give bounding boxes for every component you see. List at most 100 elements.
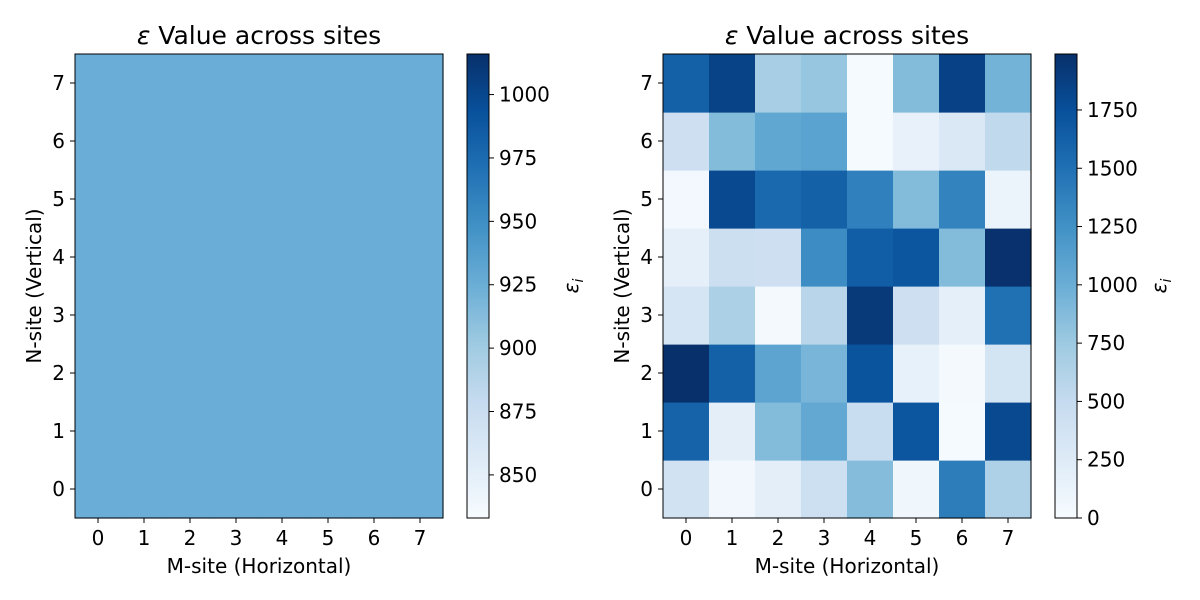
heatmap-cell: [305, 402, 352, 461]
heatmap-cell: [893, 402, 940, 461]
heatmap-cell: [847, 170, 894, 229]
x-tick-label: 6: [368, 526, 381, 550]
heatmap-cell: [939, 460, 986, 519]
heatmap-cell: [709, 170, 756, 229]
heatmap-cell: [663, 54, 710, 113]
heatmap-cell: [351, 54, 398, 113]
heatmap-cell: [259, 228, 306, 287]
heatmap-cell: [167, 460, 214, 519]
right-y-axis-label: N-site (Vertical): [610, 208, 634, 363]
heatmap-cell: [985, 170, 1032, 229]
heatmap-cell: [801, 228, 848, 287]
heatmap-cell: [847, 460, 894, 519]
heatmap-cell: [259, 170, 306, 229]
heatmap-cell: [755, 112, 802, 171]
heatmap-cell: [121, 228, 168, 287]
right-colorbar-ticks: 0 250 500 750 1000 1250 1500 1750: [1077, 98, 1138, 530]
x-tick-label: 7: [414, 526, 427, 550]
heatmap-cell: [985, 402, 1032, 461]
colorbar-tick-label: 0: [1087, 506, 1100, 530]
left-colorbar: 850 875 900 925 950 975 1000 εi: [466, 53, 587, 519]
heatmap-cell: [709, 228, 756, 287]
left-plot-frame: [74, 53, 444, 519]
heatmap-cell: [939, 286, 986, 345]
heatmap-cell: [397, 54, 444, 113]
heatmap-cell: [305, 460, 352, 519]
heatmap-cell: [305, 170, 352, 229]
heatmap-cell: [847, 402, 894, 461]
x-tick-label: 4: [276, 526, 289, 550]
heatmap-cell: [893, 228, 940, 287]
colorbar-tick-label: 250: [1087, 448, 1125, 472]
y-tick-label: 1: [640, 419, 653, 443]
heatmap-cell: [893, 54, 940, 113]
heatmap-cell: [259, 286, 306, 345]
heatmap-cell: [167, 54, 214, 113]
right-colorbar-label: εi: [1147, 279, 1175, 294]
heatmap-cell: [755, 228, 802, 287]
heatmap-cell: [75, 112, 122, 171]
colorbar-tick-label: 875: [499, 400, 537, 424]
heatmap-cell: [663, 228, 710, 287]
heatmap-cell: [167, 228, 214, 287]
heatmap-cell: [939, 344, 986, 403]
heatmap-cell: [121, 460, 168, 519]
heatmap-cell: [663, 112, 710, 171]
y-tick-label: 1: [52, 419, 65, 443]
x-tick-label: 5: [322, 526, 335, 550]
colorbar-tick-label: 1000: [1087, 273, 1138, 297]
heatmap-cell: [801, 112, 848, 171]
left-y-axis-ticks: 0 1 2 3 4 5 6 7: [52, 71, 75, 501]
heatmap-cell: [985, 54, 1032, 113]
heatmap-cell: [213, 170, 260, 229]
heatmap-cell: [213, 286, 260, 345]
y-tick-label: 4: [640, 245, 653, 269]
right-colorbar: 0 250 500 750 1000 1250 1500 1750 εi: [1054, 53, 1175, 530]
y-tick-label: 0: [52, 477, 65, 501]
heatmap-cell: [985, 112, 1032, 171]
heatmap-cell: [709, 286, 756, 345]
heatmap-cell: [755, 460, 802, 519]
heatmap-cell: [75, 402, 122, 461]
heatmap-cell: [259, 344, 306, 403]
heatmap-cell: [121, 170, 168, 229]
heatmap-cell: [397, 112, 444, 171]
heatmap-cell: [213, 402, 260, 461]
heatmap-cell: [893, 460, 940, 519]
left-x-axis-ticks: 0 1 2 3 4 5 6 7: [92, 518, 427, 550]
heatmap-cell: [663, 344, 710, 403]
heatmap-cell: [801, 402, 848, 461]
heatmap-cell: [801, 286, 848, 345]
heatmap-cell: [121, 54, 168, 113]
heatmap-cell: [755, 344, 802, 403]
colorbar-tick-label: 925: [499, 273, 537, 297]
heatmap-cell: [121, 112, 168, 171]
heatmap-cell: [213, 460, 260, 519]
heatmap-cell: [351, 286, 398, 345]
heatmap-cell: [75, 228, 122, 287]
heatmap-cell: [121, 286, 168, 345]
heatmap-cell: [305, 228, 352, 287]
x-tick-label: 6: [956, 526, 969, 550]
heatmap-cell: [351, 228, 398, 287]
x-tick-label: 0: [680, 526, 693, 550]
heatmap-cell: [663, 170, 710, 229]
heatmap-cell: [167, 286, 214, 345]
heatmap-cell: [213, 54, 260, 113]
heatmap-cell: [259, 460, 306, 519]
heatmap-cell: [893, 286, 940, 345]
colorbar-tick-label: 1000: [499, 83, 550, 107]
heatmap-cell: [847, 112, 894, 171]
heatmap-cell: [663, 460, 710, 519]
heatmap-cell: [893, 344, 940, 403]
colorbar-tick-label: 1750: [1087, 98, 1138, 122]
colorbar-tick-label: 1250: [1087, 215, 1138, 239]
heatmap-cell: [663, 286, 710, 345]
heatmap-cell: [755, 286, 802, 345]
heatmap-cell: [213, 112, 260, 171]
y-tick-label: 6: [52, 129, 65, 153]
heatmap-cell: [397, 228, 444, 287]
left-y-axis-label: N-site (Vertical): [22, 208, 46, 363]
right-chart-title: ε Value across sites: [725, 21, 969, 50]
heatmap-cell: [305, 286, 352, 345]
